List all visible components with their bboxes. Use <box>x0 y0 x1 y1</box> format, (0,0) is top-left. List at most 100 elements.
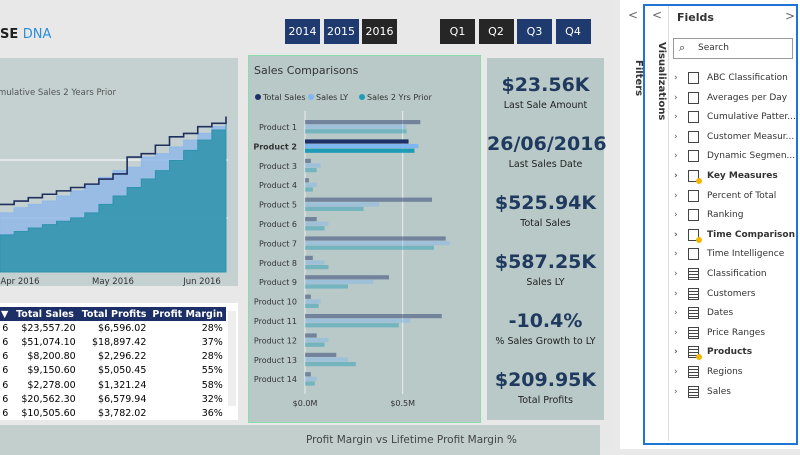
bar[interactable] <box>305 236 446 241</box>
field-label: Averages per Day <box>707 92 788 103</box>
field-label: Key Measures <box>707 171 778 181</box>
x-tick-label: May 2016 <box>92 277 134 286</box>
bar[interactable] <box>305 314 442 319</box>
field-icon <box>688 72 699 84</box>
table-cell: $3,782.02 <box>98 407 147 419</box>
expand-chevron: › <box>674 288 678 299</box>
x-tick-label: Apr 2016 <box>0 277 39 286</box>
collapse-viz[interactable]: < <box>652 8 663 22</box>
bar[interactable] <box>305 158 311 163</box>
bar[interactable] <box>305 342 325 347</box>
expand-chevron: › <box>674 73 678 83</box>
field-item[interactable]: › Time Comparison <box>674 226 795 244</box>
bar[interactable] <box>305 202 380 207</box>
bar[interactable] <box>305 284 348 289</box>
bar[interactable] <box>305 338 329 343</box>
field-label: Price Ranges <box>707 327 766 338</box>
search-box[interactable]: ⌕ Search <box>673 38 793 59</box>
bar[interactable] <box>305 129 407 134</box>
table-visual: ▼ Total Sales Total Profits Profit Margin 6 $… <box>0 303 238 420</box>
bar[interactable] <box>305 260 325 265</box>
table-cell: $10,505.60 <box>21 407 76 419</box>
field-item[interactable]: › Ranking <box>674 206 743 224</box>
field-item[interactable]: › Customer Measur... <box>674 128 794 146</box>
bar[interactable] <box>305 255 313 260</box>
expand-chevron: › <box>674 151 678 162</box>
table-cell: 6 <box>2 351 9 363</box>
field-item[interactable]: › Sales <box>674 383 731 401</box>
field-icon <box>688 287 699 300</box>
field-label: Customer Measur... <box>707 131 795 142</box>
x-tick-label: Jun 2016 <box>182 277 221 286</box>
bar[interactable] <box>305 226 325 231</box>
visualizations-tab[interactable]: Visualizations <box>656 42 667 121</box>
bar[interactable] <box>305 265 329 270</box>
field-item[interactable]: › ABC Classification <box>674 69 788 87</box>
bar[interactable] <box>305 333 317 338</box>
bar[interactable] <box>305 318 411 323</box>
bar[interactable] <box>305 168 317 173</box>
bar[interactable] <box>305 352 337 357</box>
bar[interactable] <box>305 217 317 222</box>
bar[interactable] <box>305 376 317 381</box>
bar[interactable] <box>305 120 421 125</box>
field-item[interactable]: › Averages per Day <box>674 89 787 107</box>
bar[interactable] <box>305 139 409 144</box>
bar[interactable] <box>305 182 317 187</box>
field-item[interactable]: › Percent of Total <box>674 187 776 205</box>
table-cell: 6 <box>2 365 9 377</box>
bar[interactable] <box>305 144 419 149</box>
quarter-button[interactable]: Q1 <box>440 19 475 44</box>
expand-chevron: › <box>674 210 678 221</box>
field-item[interactable]: › Cumulative Patter... <box>674 108 796 126</box>
x-tick-label: $0.5M <box>390 399 415 408</box>
bar[interactable] <box>305 275 390 280</box>
field-item[interactable]: › Classification <box>674 265 767 283</box>
bar[interactable] <box>305 241 450 246</box>
bar[interactable] <box>305 206 364 211</box>
expand-chevron: › <box>674 249 678 260</box>
field-item[interactable]: › Dynamic Segmen... <box>674 147 795 165</box>
bar[interactable] <box>305 294 311 299</box>
quarter-button[interactable]: Q4 <box>555 19 591 44</box>
year-button[interactable]: 2016 <box>362 19 397 44</box>
table-cell: $6,596.02 <box>98 322 147 334</box>
legend-marker <box>255 94 261 100</box>
collapse-fields[interactable]: > <box>785 9 796 23</box>
collapse-filters[interactable]: < <box>628 8 639 22</box>
pane <box>620 0 800 449</box>
quarter-button[interactable]: Q2 <box>478 19 514 44</box>
bar[interactable] <box>305 163 321 168</box>
filters-tab[interactable]: Filters <box>633 60 644 97</box>
bar[interactable] <box>305 279 374 284</box>
bar[interactable] <box>305 299 321 304</box>
bar[interactable] <box>305 221 329 226</box>
field-item[interactable]: › Products <box>674 343 752 361</box>
field-item[interactable]: › Customers <box>674 285 755 303</box>
field-item[interactable]: › Dates <box>674 304 733 322</box>
table-cell: $51,074.10 <box>21 336 76 348</box>
bar[interactable] <box>305 303 319 308</box>
field-item[interactable]: › Key Measures <box>674 167 778 185</box>
field-item[interactable]: › Time Intelligence <box>674 245 784 263</box>
year-button[interactable]: 2014 <box>285 19 320 44</box>
y-tick-label: Product 6 <box>259 220 297 229</box>
bar[interactable] <box>305 197 433 202</box>
bar[interactable] <box>305 148 415 153</box>
year-button[interactable]: 2015 <box>323 19 359 44</box>
bar[interactable] <box>305 381 315 386</box>
bar[interactable] <box>305 245 434 250</box>
bar[interactable] <box>305 124 407 129</box>
field-item[interactable]: › Regions <box>674 363 743 381</box>
y-tick-label: Product 12 <box>254 336 297 345</box>
bar[interactable] <box>305 178 309 183</box>
bottom-title: Profit Margin vs Lifetime Profit Margin … <box>306 434 517 446</box>
quarter-button[interactable]: Q3 <box>517 19 552 44</box>
bar[interactable] <box>305 323 399 328</box>
bar[interactable] <box>305 357 348 362</box>
bar[interactable] <box>305 187 313 192</box>
bar[interactable] <box>305 362 356 367</box>
bar[interactable] <box>305 372 311 377</box>
logo: SE DNA <box>0 27 51 42</box>
field-item[interactable]: › Price Ranges <box>674 324 765 342</box>
